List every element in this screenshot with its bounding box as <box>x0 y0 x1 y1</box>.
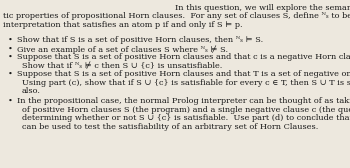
Text: interpretation that satisfies an atom p if and only if S ⊨ p.: interpretation that satisfies an atom p … <box>3 21 243 29</box>
Text: •: • <box>8 45 13 53</box>
Text: Suppose that S is a set of positive Horn clauses and that T is a set of negative: Suppose that S is a set of positive Horn… <box>17 70 350 78</box>
Text: Using part (c), show that if S ∪ {c} is satisfiable for every c ∈ T, then S ∪ T : Using part (c), show that if S ∪ {c} is … <box>22 79 350 87</box>
Text: •: • <box>8 70 13 78</box>
Text: In the propositional case, the normal Prolog interpreter can be thought of as ta: In the propositional case, the normal Pr… <box>17 97 350 105</box>
Text: also.: also. <box>22 87 41 95</box>
Text: •: • <box>8 53 13 61</box>
Text: determining whether or not S ∪ {c} is satisfiable.  Use part (d) to conclude tha: determining whether or not S ∪ {c} is sa… <box>22 114 350 122</box>
Text: can be used to test the satisfiability of an arbitrary set of Horn Clauses.: can be used to test the satisfiability o… <box>22 123 318 131</box>
Text: In this question, we will explore the seman-: In this question, we will explore the se… <box>175 4 350 12</box>
Text: •: • <box>8 36 13 44</box>
Text: Suppose that S is a set of positive Horn clauses and that c is a negative Horn c: Suppose that S is a set of positive Horn… <box>17 53 350 61</box>
Text: Show that if ᴺₛ ⊭ c then S ∪ {c} is unsatisfiable.: Show that if ᴺₛ ⊭ c then S ∪ {c} is unsa… <box>22 62 222 70</box>
Text: Give an example of a set of clauses S where ᴺₛ ⊭ S.: Give an example of a set of clauses S wh… <box>17 45 228 54</box>
Text: tic properties of propositional Horn clauses.  For any set of clauses S, define : tic properties of propositional Horn cla… <box>3 12 350 20</box>
Text: of positive Horn clauses S (the program) and a single negative clause c (the que: of positive Horn clauses S (the program)… <box>22 106 350 114</box>
Text: Show that if S is a set of positive Horn clauses, then ᴺₛ ⊨ S.: Show that if S is a set of positive Horn… <box>17 36 263 44</box>
Text: •: • <box>8 97 13 105</box>
